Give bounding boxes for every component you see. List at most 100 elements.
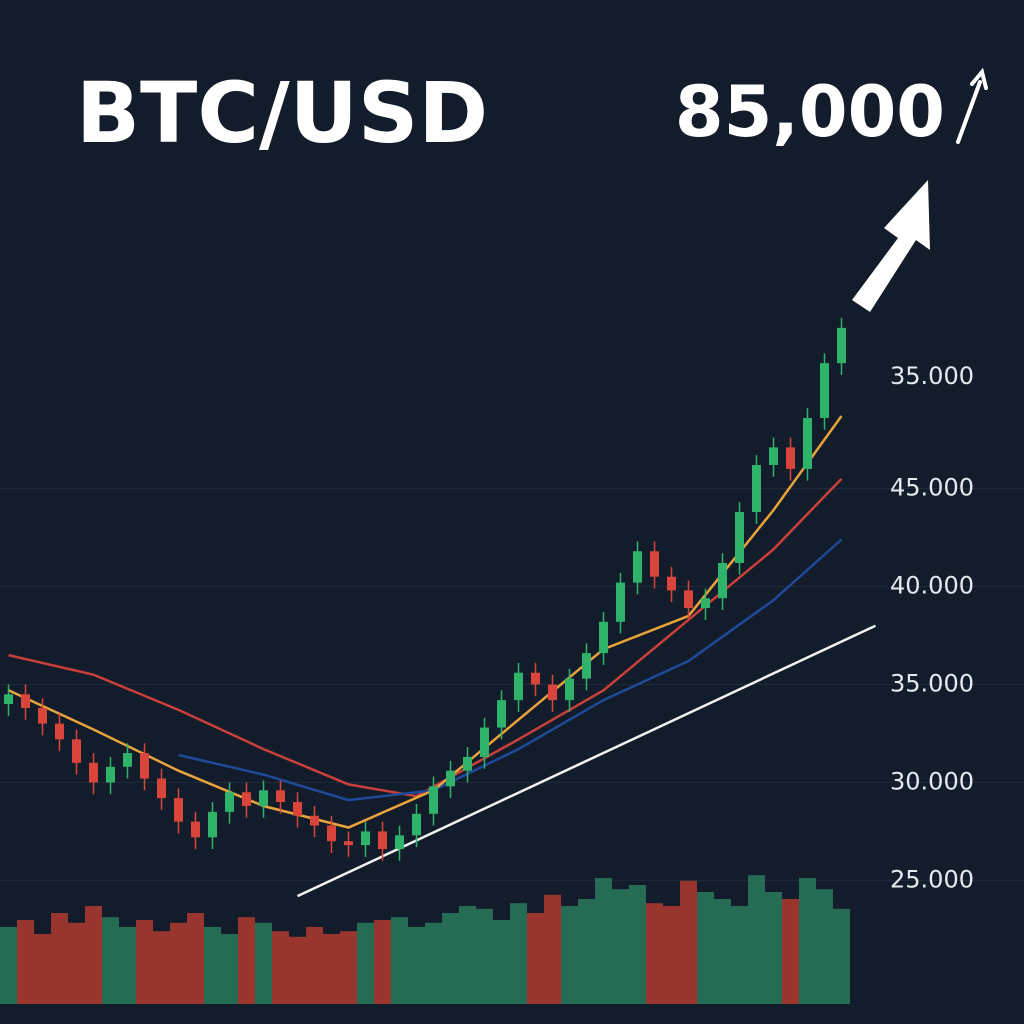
candle-body <box>276 790 285 803</box>
candle-body <box>310 815 319 826</box>
indicator-line <box>178 538 843 802</box>
candle-body <box>514 672 523 701</box>
y-axis: 25.000 30.000 35.000 40.000 45.000 35.000 <box>890 362 974 893</box>
candle-body <box>72 739 81 763</box>
volume-bar <box>17 920 34 1004</box>
candle-body <box>701 598 710 609</box>
volume-bar <box>170 922 187 1004</box>
volume-bar <box>578 899 595 1004</box>
volume-bar <box>782 899 799 1004</box>
volume-bar <box>68 922 85 1004</box>
volume-bar <box>408 927 425 1004</box>
candle-body <box>735 512 744 563</box>
candle-body <box>123 753 132 767</box>
volume-bar <box>136 920 153 1004</box>
candle-body <box>259 790 268 806</box>
volume-bar <box>561 906 578 1004</box>
candle-body <box>565 678 574 701</box>
y-tick-label: 35.000 <box>890 669 974 697</box>
volume-bar <box>340 931 357 1004</box>
candle-body <box>378 831 387 850</box>
volume-bar <box>391 917 408 1004</box>
candle-body <box>463 756 472 771</box>
volume-bar <box>272 931 289 1004</box>
candle-body <box>4 694 13 705</box>
y-tick-label-extra: 35.000 <box>890 362 974 390</box>
y-tick-label: 30.000 <box>890 767 974 795</box>
volume-bar <box>0 927 17 1004</box>
price-label: 85,000 <box>675 71 945 153</box>
volume-bar <box>595 878 612 1004</box>
volume-bar <box>459 906 476 1004</box>
volume-bar <box>493 920 510 1004</box>
candle-body <box>769 447 778 466</box>
candle-body <box>344 841 353 846</box>
price-arrow-icon <box>956 67 988 144</box>
volume-bar <box>238 917 255 1004</box>
candle-body <box>140 753 149 779</box>
candle-body <box>327 825 336 842</box>
trend-arrow <box>852 180 930 312</box>
candle-body <box>412 813 421 836</box>
indicator-line <box>296 624 877 898</box>
candle-body <box>191 821 200 838</box>
chart-title: BTC/USD <box>76 64 488 162</box>
candle-body <box>548 684 557 701</box>
candle-body <box>480 727 489 757</box>
volume-bar <box>663 906 680 1004</box>
candle-body <box>174 798 183 822</box>
volume-bar <box>289 936 306 1004</box>
volume-bar <box>119 927 136 1004</box>
volume-bar <box>476 908 493 1004</box>
candle-body <box>684 590 693 609</box>
candle-body <box>242 792 251 806</box>
volume-bar <box>629 885 646 1004</box>
volume-bar <box>544 894 561 1004</box>
volume-bar <box>680 880 697 1004</box>
volume-bar <box>765 892 782 1004</box>
candle-body <box>837 327 846 364</box>
candle-body <box>650 551 659 577</box>
volume-bar <box>51 913 68 1004</box>
volume-bar <box>833 908 850 1004</box>
candle-body <box>752 465 761 513</box>
volume-bar <box>221 934 238 1004</box>
volume-bar <box>374 920 391 1004</box>
indicator-lines <box>7 415 877 898</box>
volume-bar <box>748 875 765 1004</box>
volume-bar <box>731 906 748 1004</box>
candle-body <box>497 700 506 728</box>
candle-body <box>616 582 625 622</box>
candles <box>4 318 846 861</box>
volume-bar <box>306 927 323 1004</box>
grid <box>0 488 1024 881</box>
volume-bar <box>357 922 374 1004</box>
candle-body <box>633 551 642 583</box>
candle-body <box>55 723 64 740</box>
candle-body <box>89 762 98 783</box>
volume-bar <box>255 922 272 1004</box>
volume-bar <box>816 889 833 1004</box>
candle-body <box>293 802 302 816</box>
candle-body <box>21 694 30 708</box>
candle-body <box>429 786 438 814</box>
volume-bar <box>714 899 731 1004</box>
candle-body <box>208 811 217 838</box>
candle-body <box>157 778 166 799</box>
volume-bar <box>612 889 629 1004</box>
volume-bar <box>187 913 204 1004</box>
candle-body <box>803 417 812 469</box>
volume-bars <box>0 875 850 1004</box>
y-tick-label: 25.000 <box>890 865 974 893</box>
candle-body <box>395 835 404 850</box>
candle-body <box>38 707 47 724</box>
volume-bar <box>697 892 714 1004</box>
y-tick-label: 40.000 <box>890 572 974 600</box>
candle-body <box>106 766 115 783</box>
candle-body <box>667 576 676 591</box>
candle-body <box>531 672 540 685</box>
volume-bar <box>799 878 816 1004</box>
indicator-line <box>8 477 843 798</box>
volume-bar <box>102 917 119 1004</box>
